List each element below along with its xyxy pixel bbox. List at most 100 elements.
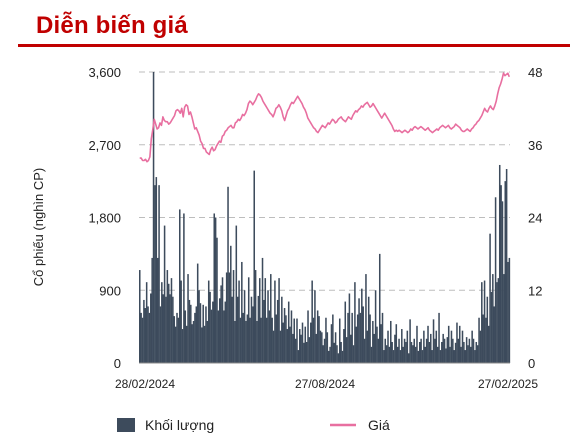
- volume-bar: [217, 310, 220, 363]
- volume-bar: [485, 317, 487, 363]
- y-tick-label-right: 48: [528, 65, 542, 80]
- volume-bar: [290, 310, 293, 363]
- volume-bar: [301, 322, 304, 363]
- volume-bar: [326, 332, 329, 363]
- volume-bar: [166, 270, 169, 363]
- chart-title: Diễn biến giá: [36, 12, 188, 39]
- volume-bar: [294, 338, 297, 363]
- volume-bar: [252, 306, 254, 363]
- volume-bar: [354, 282, 356, 363]
- volume-bar: [152, 72, 155, 363]
- volume-bar: [494, 197, 497, 363]
- legend-label-volume: Khối lượng: [145, 417, 214, 433]
- volume-bar: [505, 169, 508, 363]
- volume-bar: [478, 317, 480, 363]
- volume-bar: [377, 338, 380, 363]
- volume-bar: [345, 337, 348, 363]
- y-axis-label-left: Cổ phiếu (nghìn CP): [31, 168, 46, 287]
- volume-bar: [493, 306, 495, 363]
- volume-bar: [482, 314, 484, 363]
- volume-bar: [242, 312, 244, 363]
- volume-bar: [403, 338, 406, 363]
- volume-bar: [468, 338, 471, 363]
- volume-bar: [343, 329, 345, 363]
- volume-bar: [402, 346, 404, 363]
- volume-bar: [257, 295, 260, 363]
- volume-bar: [334, 332, 337, 363]
- volume-bar: [207, 280, 210, 363]
- volume-bar: [282, 322, 284, 363]
- volume-bar: [230, 245, 232, 363]
- volume-bar: [399, 350, 402, 363]
- volume-bar: [263, 299, 265, 363]
- volume-bar: [271, 317, 273, 363]
- volume-bar: [190, 304, 192, 363]
- volume-bar: [370, 346, 373, 363]
- volume-bar: [352, 345, 355, 363]
- volume-bar: [256, 320, 258, 363]
- volume-bar: [281, 296, 283, 363]
- volume-bar: [350, 334, 352, 363]
- volume-bar: [424, 346, 427, 363]
- volume-bar: [434, 338, 436, 363]
- volume-bar: [265, 317, 268, 363]
- volume-bar: [300, 334, 302, 363]
- volume-bar: [195, 306, 198, 363]
- volume-bar: [231, 296, 233, 363]
- volume-bar: [232, 270, 235, 363]
- volume-bar: [376, 326, 378, 364]
- volume-bar: [223, 310, 225, 363]
- volume-bar: [314, 290, 316, 363]
- volume-bar: [261, 257, 264, 363]
- volume-bar: [258, 278, 261, 364]
- volume-bar: [467, 345, 469, 363]
- volume-bar: [202, 304, 204, 363]
- legend-label-price: Giá: [368, 417, 390, 433]
- volume-bar: [486, 296, 489, 363]
- volume-bar: [212, 301, 214, 363]
- volume-bar: [239, 317, 242, 363]
- volume-bar: [372, 320, 374, 363]
- volume-bar: [378, 253, 381, 364]
- volume-bar: [209, 291, 211, 363]
- volume-bar: [141, 317, 144, 363]
- volume-bar: [158, 185, 160, 363]
- volume-bar: [327, 350, 330, 364]
- volume-bar: [220, 285, 222, 363]
- volume-bar: [363, 338, 366, 363]
- volume-bar: [155, 177, 158, 363]
- volume-bar: [201, 327, 203, 363]
- volume-bar: [245, 320, 247, 363]
- volume-bar: [355, 326, 358, 364]
- volume-bar: [438, 312, 440, 363]
- volume-bar: [312, 317, 315, 363]
- volume-bar: [249, 317, 251, 363]
- volume-bar: [151, 257, 153, 363]
- y-tick-label-right: 24: [528, 211, 542, 226]
- volume-bar: [264, 278, 267, 364]
- volume-bar: [374, 290, 377, 363]
- y-tick-label-left: 0: [114, 356, 121, 371]
- volume-bar: [203, 325, 206, 363]
- volume-bar: [145, 282, 148, 363]
- volume-bar: [278, 278, 280, 364]
- volume-bar: [188, 299, 191, 363]
- volume-bar: [176, 312, 178, 363]
- volume-bar: [423, 330, 425, 363]
- volume-bar: [303, 342, 305, 363]
- volume-bar: [304, 326, 307, 364]
- volume-bar: [191, 324, 193, 363]
- volume-bar: [336, 345, 338, 363]
- axes: 3,600 48 2,700 36 1,800 24 900 12 0 0 28/02/2024 27…: [88, 65, 542, 391]
- volume-bar: [381, 312, 384, 363]
- volume-bar: [144, 308, 147, 363]
- volume-bar: [344, 301, 347, 363]
- volume-bar: [140, 312, 142, 363]
- volume-bar: [496, 282, 498, 363]
- volume-bar: [409, 319, 411, 363]
- volume-bar: [361, 288, 363, 363]
- volume-bar: [184, 310, 187, 363]
- volume-bar: [213, 213, 216, 363]
- volume-bar: [139, 270, 141, 363]
- volume-bar: [492, 274, 494, 363]
